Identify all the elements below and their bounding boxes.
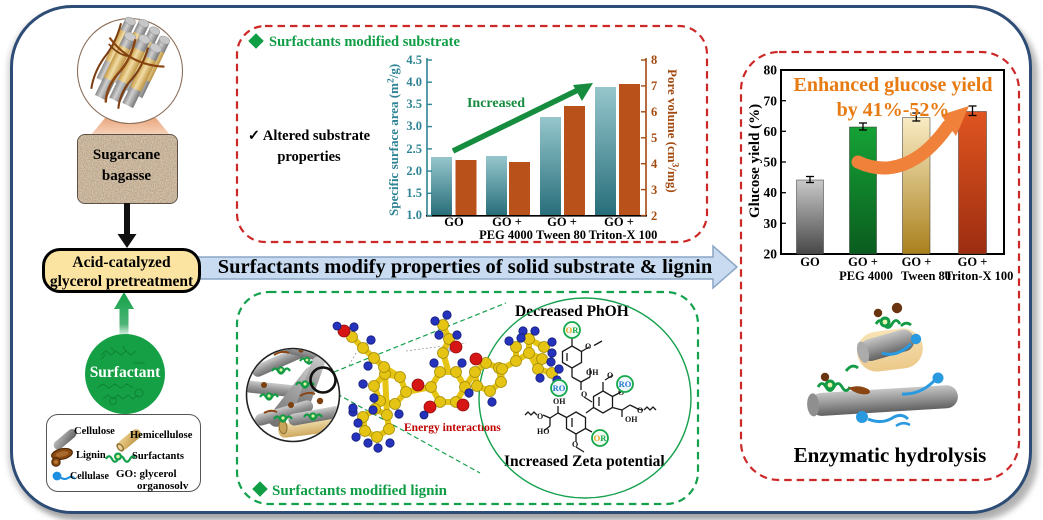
svg-text:50: 50 — [764, 155, 778, 170]
svg-text:5: 5 — [651, 131, 657, 145]
svg-text:GO: GO — [800, 255, 820, 269]
svg-text:O: O — [537, 412, 543, 421]
svg-text:GO: GO — [444, 215, 464, 229]
svg-text:1.5: 1.5 — [406, 186, 422, 200]
svg-text:Tween 80: Tween 80 — [901, 269, 951, 283]
svg-text:2.0: 2.0 — [406, 164, 422, 178]
svg-text:3: 3 — [651, 183, 657, 197]
svg-text:4.0: 4.0 — [406, 75, 422, 89]
svg-text:Increased: Increased — [467, 96, 525, 111]
svg-text:Triton-X 100: Triton-X 100 — [589, 228, 658, 242]
svg-text:60: 60 — [764, 124, 778, 139]
svg-text:30: 30 — [764, 216, 778, 231]
svg-text:7: 7 — [651, 79, 657, 93]
svg-text:70: 70 — [764, 93, 778, 108]
svg-text:2: 2 — [651, 209, 657, 223]
svg-text:PEG 4000: PEG 4000 — [839, 269, 893, 283]
svg-text:OH: OH — [553, 397, 566, 406]
svg-text:O: O — [637, 406, 643, 415]
svg-text:O: O — [585, 342, 591, 351]
svg-text:8: 8 — [651, 53, 657, 67]
svg-text:GO +: GO + — [848, 255, 878, 269]
svg-text:4.5: 4.5 — [406, 53, 422, 67]
svg-text:GO +: GO + — [958, 255, 988, 269]
svg-text:Glucose yield (%): Glucose yield (%) — [747, 104, 763, 218]
svg-text:Triton-X 100: Triton-X 100 — [945, 269, 1014, 283]
svg-text:O: O — [581, 390, 587, 399]
svg-text:Specific surface area (m2/g): Specific surface area (m2/g) — [386, 64, 401, 216]
svg-text:RO: RO — [619, 379, 632, 389]
svg-text:GO +: GO + — [604, 215, 634, 229]
svg-text:3.5: 3.5 — [406, 97, 422, 111]
svg-text:GO +: GO + — [902, 255, 932, 269]
svg-text:HO: HO — [537, 427, 549, 436]
svg-text:PEG 4000: PEG 4000 — [479, 228, 533, 242]
svg-text:6: 6 — [651, 105, 657, 119]
svg-text:GO +: GO + — [492, 215, 522, 229]
svg-text:40: 40 — [764, 185, 778, 200]
svg-text:OH: OH — [625, 415, 638, 424]
svg-text:O: O — [607, 371, 613, 380]
svg-text:4: 4 — [651, 157, 658, 171]
svg-text:OH: OH — [586, 368, 599, 377]
svg-text:2.5: 2.5 — [406, 142, 422, 156]
svg-text:Pore volume (cm3/mg): Pore volume (cm3/mg) — [665, 69, 680, 193]
svg-text:GO +: GO + — [547, 215, 577, 229]
svg-text:OR: OR — [566, 325, 580, 335]
svg-text:20: 20 — [764, 247, 778, 262]
svg-text:Tween 80: Tween 80 — [536, 228, 586, 242]
svg-text:80: 80 — [764, 63, 778, 78]
svg-text:OR: OR — [594, 433, 608, 443]
svg-text:1.0: 1.0 — [406, 208, 422, 222]
svg-text:3.0: 3.0 — [406, 119, 422, 133]
svg-text:O: O — [618, 388, 624, 397]
svg-text:O: O — [572, 440, 578, 449]
svg-text:RO: RO — [553, 383, 566, 393]
